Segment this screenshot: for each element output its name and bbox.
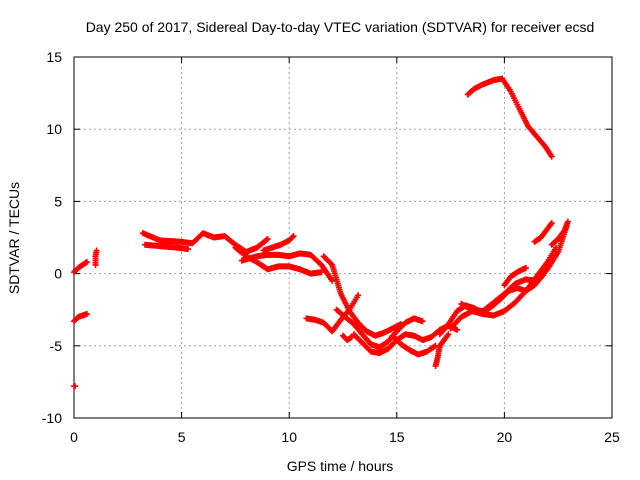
series-ecsd-b: [71, 311, 90, 325]
data-point: [522, 264, 529, 271]
series-ecsd-u: [501, 264, 529, 289]
plot-frame: [73, 56, 613, 419]
x-tick-label: 0: [70, 429, 78, 445]
series-ecsd-p: [432, 331, 452, 370]
data-points: [71, 75, 571, 390]
series-ecsd-d: [92, 247, 100, 268]
data-point: [419, 318, 426, 325]
x-tick-label: 10: [281, 429, 297, 445]
data-point: [355, 292, 362, 299]
series-ecsd-n: [350, 322, 461, 357]
data-point: [289, 234, 296, 241]
y-tick-label: -10: [42, 410, 62, 426]
data-point: [93, 247, 100, 254]
x-tick-label: 25: [604, 429, 620, 445]
data-point: [290, 233, 297, 240]
series-ecsd-a: [71, 383, 79, 390]
series-ecsd-t: [464, 75, 555, 160]
grid-lines: [74, 57, 612, 418]
data-point: [263, 236, 270, 243]
data-point: [72, 383, 79, 390]
data-point: [564, 218, 571, 225]
series-ecsd-i: [260, 233, 297, 254]
series-ecsd-w: [548, 218, 571, 248]
x-tick-label: 5: [178, 429, 186, 445]
series-ecsd-c: [71, 259, 90, 276]
x-tick-label: 15: [389, 429, 405, 445]
y-tick-label: 10: [46, 121, 62, 137]
chart-title: Day 250 of 2017, Sidereal Day-to-day VTE…: [86, 19, 595, 35]
series-ecsd-s: [458, 222, 570, 315]
x-tick-label: 20: [497, 429, 513, 445]
y-tick-label: 15: [46, 49, 62, 65]
data-point: [548, 153, 555, 160]
data-point: [83, 311, 90, 318]
axes: [73, 56, 613, 419]
x-axis-label: GPS time / hours: [287, 458, 394, 474]
data-point: [185, 246, 192, 253]
series-ecsd-v: [531, 220, 555, 245]
data-point: [445, 331, 452, 338]
data-point: [548, 220, 555, 227]
data-point: [454, 326, 461, 333]
series-ecsd-o: [389, 332, 439, 358]
y-tick-label: 0: [54, 266, 62, 282]
tick-marks: [73, 56, 613, 419]
y-axis-label: SDTVAR / TECUs: [6, 182, 22, 294]
tick-labels: 0 5 10 15 20 25 -10 -5 0 5 10 15: [42, 49, 620, 445]
y-tick-label: -5: [50, 338, 63, 354]
y-tick-label: 5: [54, 193, 62, 209]
series-ecsd-m: [340, 332, 355, 344]
data-point: [83, 259, 90, 266]
data-point: [264, 235, 271, 242]
series-ecsd-h: [238, 250, 336, 284]
series-ecsd-f: [142, 241, 192, 253]
